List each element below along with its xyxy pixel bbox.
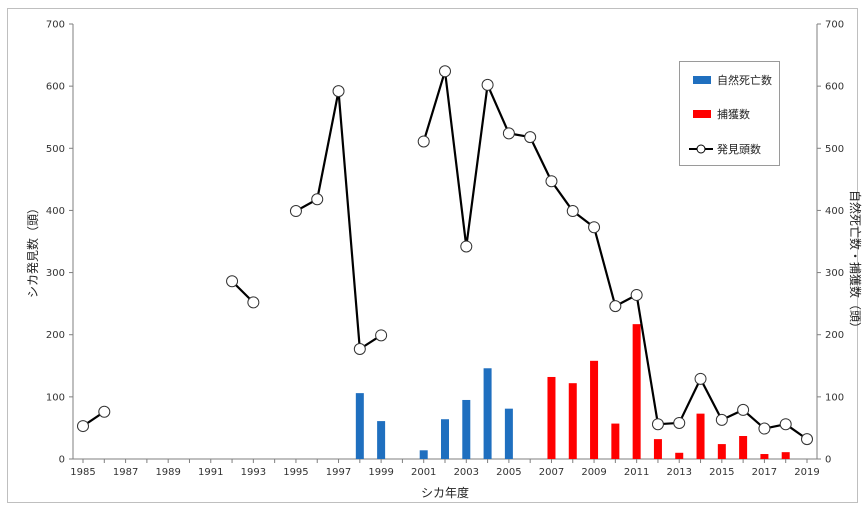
x-tick-label: 1997 <box>326 467 351 478</box>
y-tick-label-right: 500 <box>825 144 844 155</box>
sightings-point <box>673 416 686 429</box>
sightings-point <box>588 221 601 234</box>
sightings-point <box>801 433 813 446</box>
x-tick-label: 1993 <box>241 467 266 478</box>
sightings-point <box>545 175 558 188</box>
sightings-point <box>439 65 451 78</box>
sightings-point <box>651 418 664 431</box>
bar-capture <box>760 454 769 459</box>
y-tick-label-right: 200 <box>825 330 844 341</box>
sightings-point <box>98 405 111 418</box>
x-tick-label: 1991 <box>198 467 223 478</box>
sightings-point <box>630 288 643 301</box>
bar-natural-death <box>441 419 449 459</box>
sightings-point <box>737 403 750 416</box>
sightings-point <box>566 205 579 218</box>
x-tick-label: 2017 <box>752 467 777 478</box>
bar-capture <box>675 452 684 459</box>
sightings-point <box>289 205 302 218</box>
bars-layer <box>355 324 790 459</box>
y-tick-label-left: 100 <box>46 392 65 403</box>
y-tick-label-left: 200 <box>46 330 65 341</box>
x-tick-label: 2003 <box>454 467 479 478</box>
x-tick-label: 1995 <box>283 467 308 478</box>
bar-natural-death <box>377 421 386 459</box>
chart-border <box>7 8 858 503</box>
sightings-point <box>460 240 473 253</box>
bar-capture <box>547 376 556 459</box>
sightings-point <box>332 85 345 98</box>
y-tick-label-right: 100 <box>825 392 844 403</box>
sightings-point <box>694 372 707 385</box>
y-tick-label-left: 0 <box>59 455 65 466</box>
sightings-point <box>524 131 537 144</box>
x-tick-label: 2011 <box>624 467 649 478</box>
y-tick-label-left: 500 <box>46 144 65 155</box>
y-tick-label-left: 700 <box>46 20 65 31</box>
sightings-point <box>502 127 515 140</box>
bar-capture <box>653 439 662 459</box>
bar-capture <box>739 436 748 459</box>
bar-capture <box>568 383 577 459</box>
y-tick-label-right: 300 <box>825 268 844 279</box>
bar-natural-death <box>462 399 471 459</box>
sightings-point <box>481 78 494 91</box>
legend-swatch-natural-death <box>693 76 711 84</box>
bar-natural-death <box>355 393 364 459</box>
sightings-point <box>715 413 728 426</box>
y-tick-label-right: 600 <box>825 82 844 93</box>
sightings-point <box>247 296 260 309</box>
sightings-point <box>758 422 771 435</box>
bar-capture <box>611 423 620 459</box>
axes-layer: 0 0 100 100 200 200 300 300 400 400 500 500 600 600 70… <box>46 20 844 479</box>
sightings-point <box>375 329 388 342</box>
x-tick-label: 2015 <box>709 467 734 478</box>
x-tick-label: 1999 <box>368 467 393 478</box>
x-tick-label: 2009 <box>581 467 606 478</box>
x-tick-label: 2019 <box>794 467 819 478</box>
sightings-point <box>609 300 622 313</box>
bar-capture <box>632 324 641 459</box>
sightings-line-segment <box>295 90 382 351</box>
legend: 自然死亡数 捕獲数 発見頭数 <box>679 61 780 166</box>
x-tick-label: 2013 <box>667 467 692 478</box>
sightings-point <box>353 343 366 356</box>
x-tick-label: 2001 <box>411 467 436 478</box>
x-axis-title: シカ年度 <box>421 485 469 500</box>
y-tick-label-right: 0 <box>825 455 831 466</box>
x-tick-label: 1989 <box>155 467 180 478</box>
y-tick-label-right: 700 <box>825 20 844 31</box>
legend-label-capture: 捕獲数 <box>717 107 750 121</box>
x-tick-label: 1985 <box>70 467 95 478</box>
y-tick-label-right: 400 <box>825 206 844 217</box>
legend-label-sightings: 発見頭数 <box>717 142 761 156</box>
y-tick-label-left: 400 <box>46 206 65 217</box>
bar-natural-death <box>419 450 428 459</box>
legend-label-natural-death: 自然死亡数 <box>717 73 772 87</box>
sightings-point <box>417 135 430 148</box>
bar-natural-death <box>483 368 492 459</box>
bar-capture <box>590 360 599 459</box>
x-tick-label: 2007 <box>539 467 564 478</box>
legend-marker-sightings <box>696 144 706 154</box>
sightings-point <box>311 193 324 206</box>
sightings-point <box>226 275 239 288</box>
bar-natural-death <box>504 408 513 459</box>
sightings-point <box>77 420 89 433</box>
bar-capture <box>696 413 705 459</box>
bar-capture <box>717 444 726 459</box>
y-tick-label-left: 600 <box>46 82 65 93</box>
points-layer <box>77 65 813 446</box>
y-axis-right-title: 自然死亡数・捕獲数（頭） <box>848 190 863 334</box>
sightings-point <box>779 418 792 431</box>
legend-swatch-capture <box>693 110 711 118</box>
y-tick-label-left: 300 <box>46 268 65 279</box>
bar-capture <box>781 452 790 459</box>
x-tick-label: 2005 <box>496 467 521 478</box>
y-axis-left-title: シカ発見数（頭） <box>25 202 40 298</box>
x-tick-label: 1987 <box>113 467 138 478</box>
